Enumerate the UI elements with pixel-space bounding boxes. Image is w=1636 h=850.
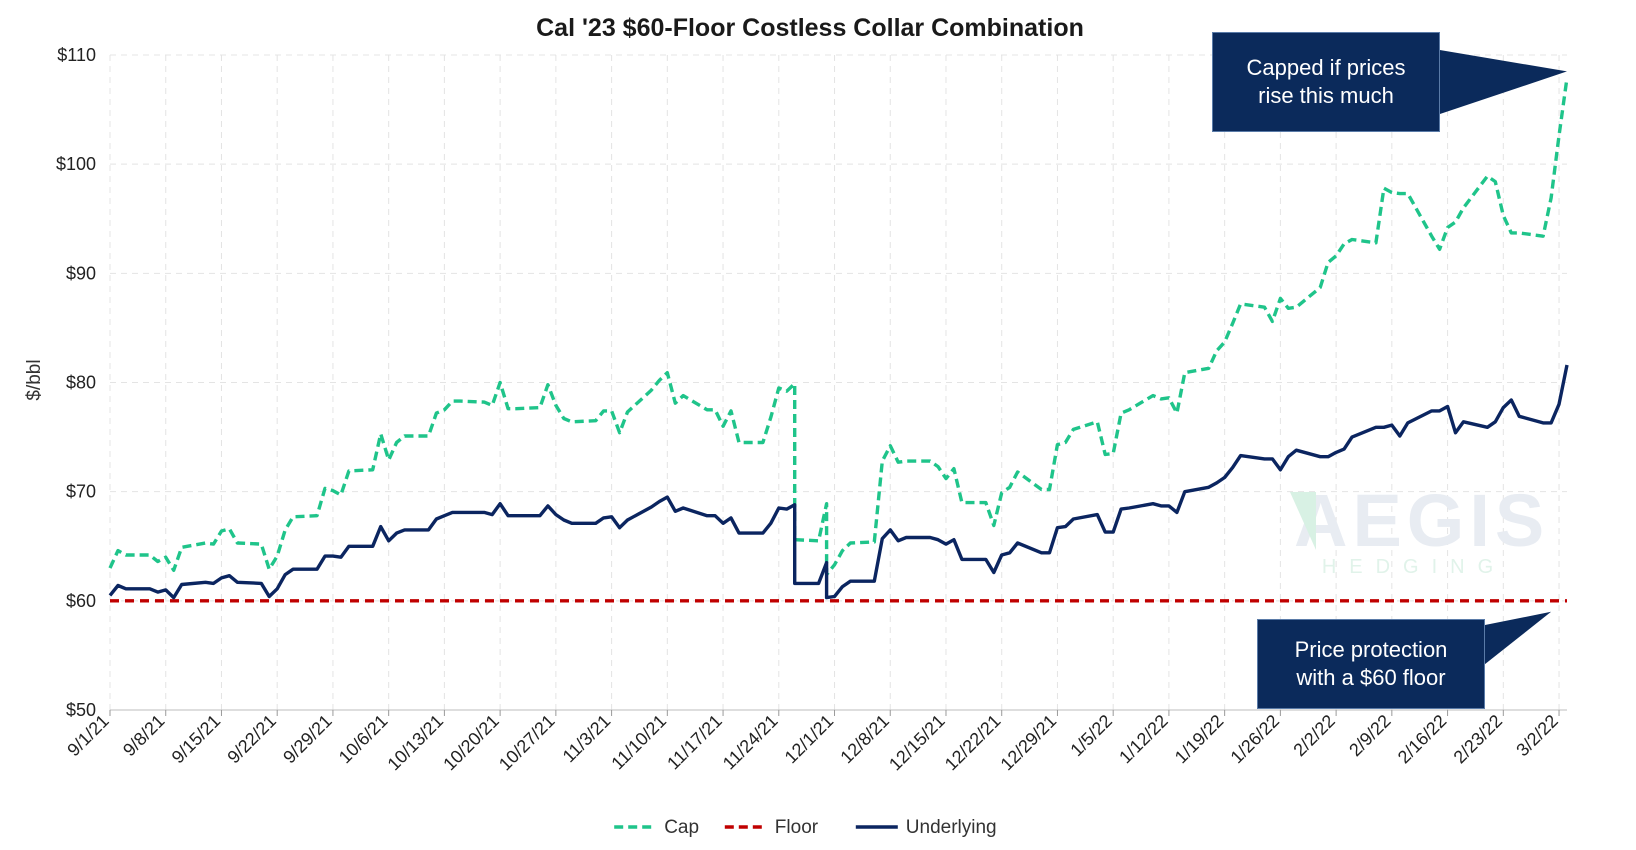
- x-tick-label: 1/26/22: [1227, 711, 1284, 768]
- y-tick-label: $100: [56, 154, 96, 174]
- x-tick-label: 11/3/21: [559, 711, 615, 767]
- x-tick-label: 1/19/22: [1171, 711, 1228, 768]
- x-tick-label: 11/24/21: [719, 711, 782, 774]
- x-tick-label: 9/22/21: [223, 711, 280, 768]
- x-tick-label: 12/22/21: [941, 711, 1005, 775]
- y-tick-label: $90: [66, 263, 96, 283]
- x-tick-label: 9/8/21: [119, 711, 169, 761]
- x-tick-label: 11/17/21: [663, 711, 726, 774]
- x-tick-label: 2/9/22: [1345, 711, 1395, 761]
- x-tick-label: 11/10/21: [607, 711, 670, 774]
- y-tick-label: $80: [66, 373, 96, 393]
- callout-floor-pointer: [1470, 611, 1552, 676]
- x-tick-label: 12/29/21: [997, 711, 1061, 775]
- series-lines: [108, 77, 1569, 603]
- series-line-cap: [108, 77, 1569, 577]
- y-tick-label: $70: [66, 482, 96, 502]
- legend: Cap Floor Underlying: [614, 817, 997, 838]
- x-tick-label: 1/12/22: [1115, 711, 1172, 768]
- callout-cap-pointer: [1428, 48, 1567, 118]
- x-tick-label: 10/20/21: [439, 711, 503, 775]
- callout-cap-annotation: Capped if prices rise this much: [1212, 32, 1440, 132]
- x-tick-label: 12/15/21: [885, 711, 949, 775]
- callout-floor-annotation: Price protection with a $60 floor: [1257, 619, 1485, 709]
- y-tick-label: $50: [66, 700, 96, 720]
- legend-label-floor: Floor: [775, 817, 819, 838]
- x-tick-label: 3/2/22: [1512, 711, 1562, 761]
- x-tick-label: 10/13/21: [384, 711, 448, 775]
- x-tick-label: 9/29/21: [279, 711, 336, 768]
- x-tick-label: 2/2/22: [1289, 711, 1339, 761]
- x-tick-label: 9/15/21: [168, 711, 225, 768]
- gridlines: [109, 54, 1567, 711]
- x-tick-label: 2/23/22: [1450, 711, 1507, 768]
- x-tick-label: 10/6/21: [335, 711, 392, 768]
- callout-pointers: [1428, 48, 1567, 676]
- y-axis-label: $/bbl: [24, 359, 45, 400]
- y-tick-label: $60: [66, 591, 96, 611]
- x-tick-label: 10/27/21: [495, 711, 559, 775]
- x-tick-label: 12/8/21: [836, 711, 893, 768]
- x-tick-label: 12/1/21: [781, 711, 838, 768]
- chart-title: Cal '23 $60-Floor Costless Collar Combin…: [536, 14, 1084, 42]
- y-tick-label: $110: [57, 45, 96, 65]
- series-line-underlying: [108, 364, 1569, 600]
- x-tick-label: 1/5/22: [1066, 711, 1116, 761]
- legend-label-underlying: Underlying: [906, 817, 997, 838]
- legend-label-cap: Cap: [664, 817, 699, 838]
- x-tick-label: 2/16/22: [1394, 711, 1451, 768]
